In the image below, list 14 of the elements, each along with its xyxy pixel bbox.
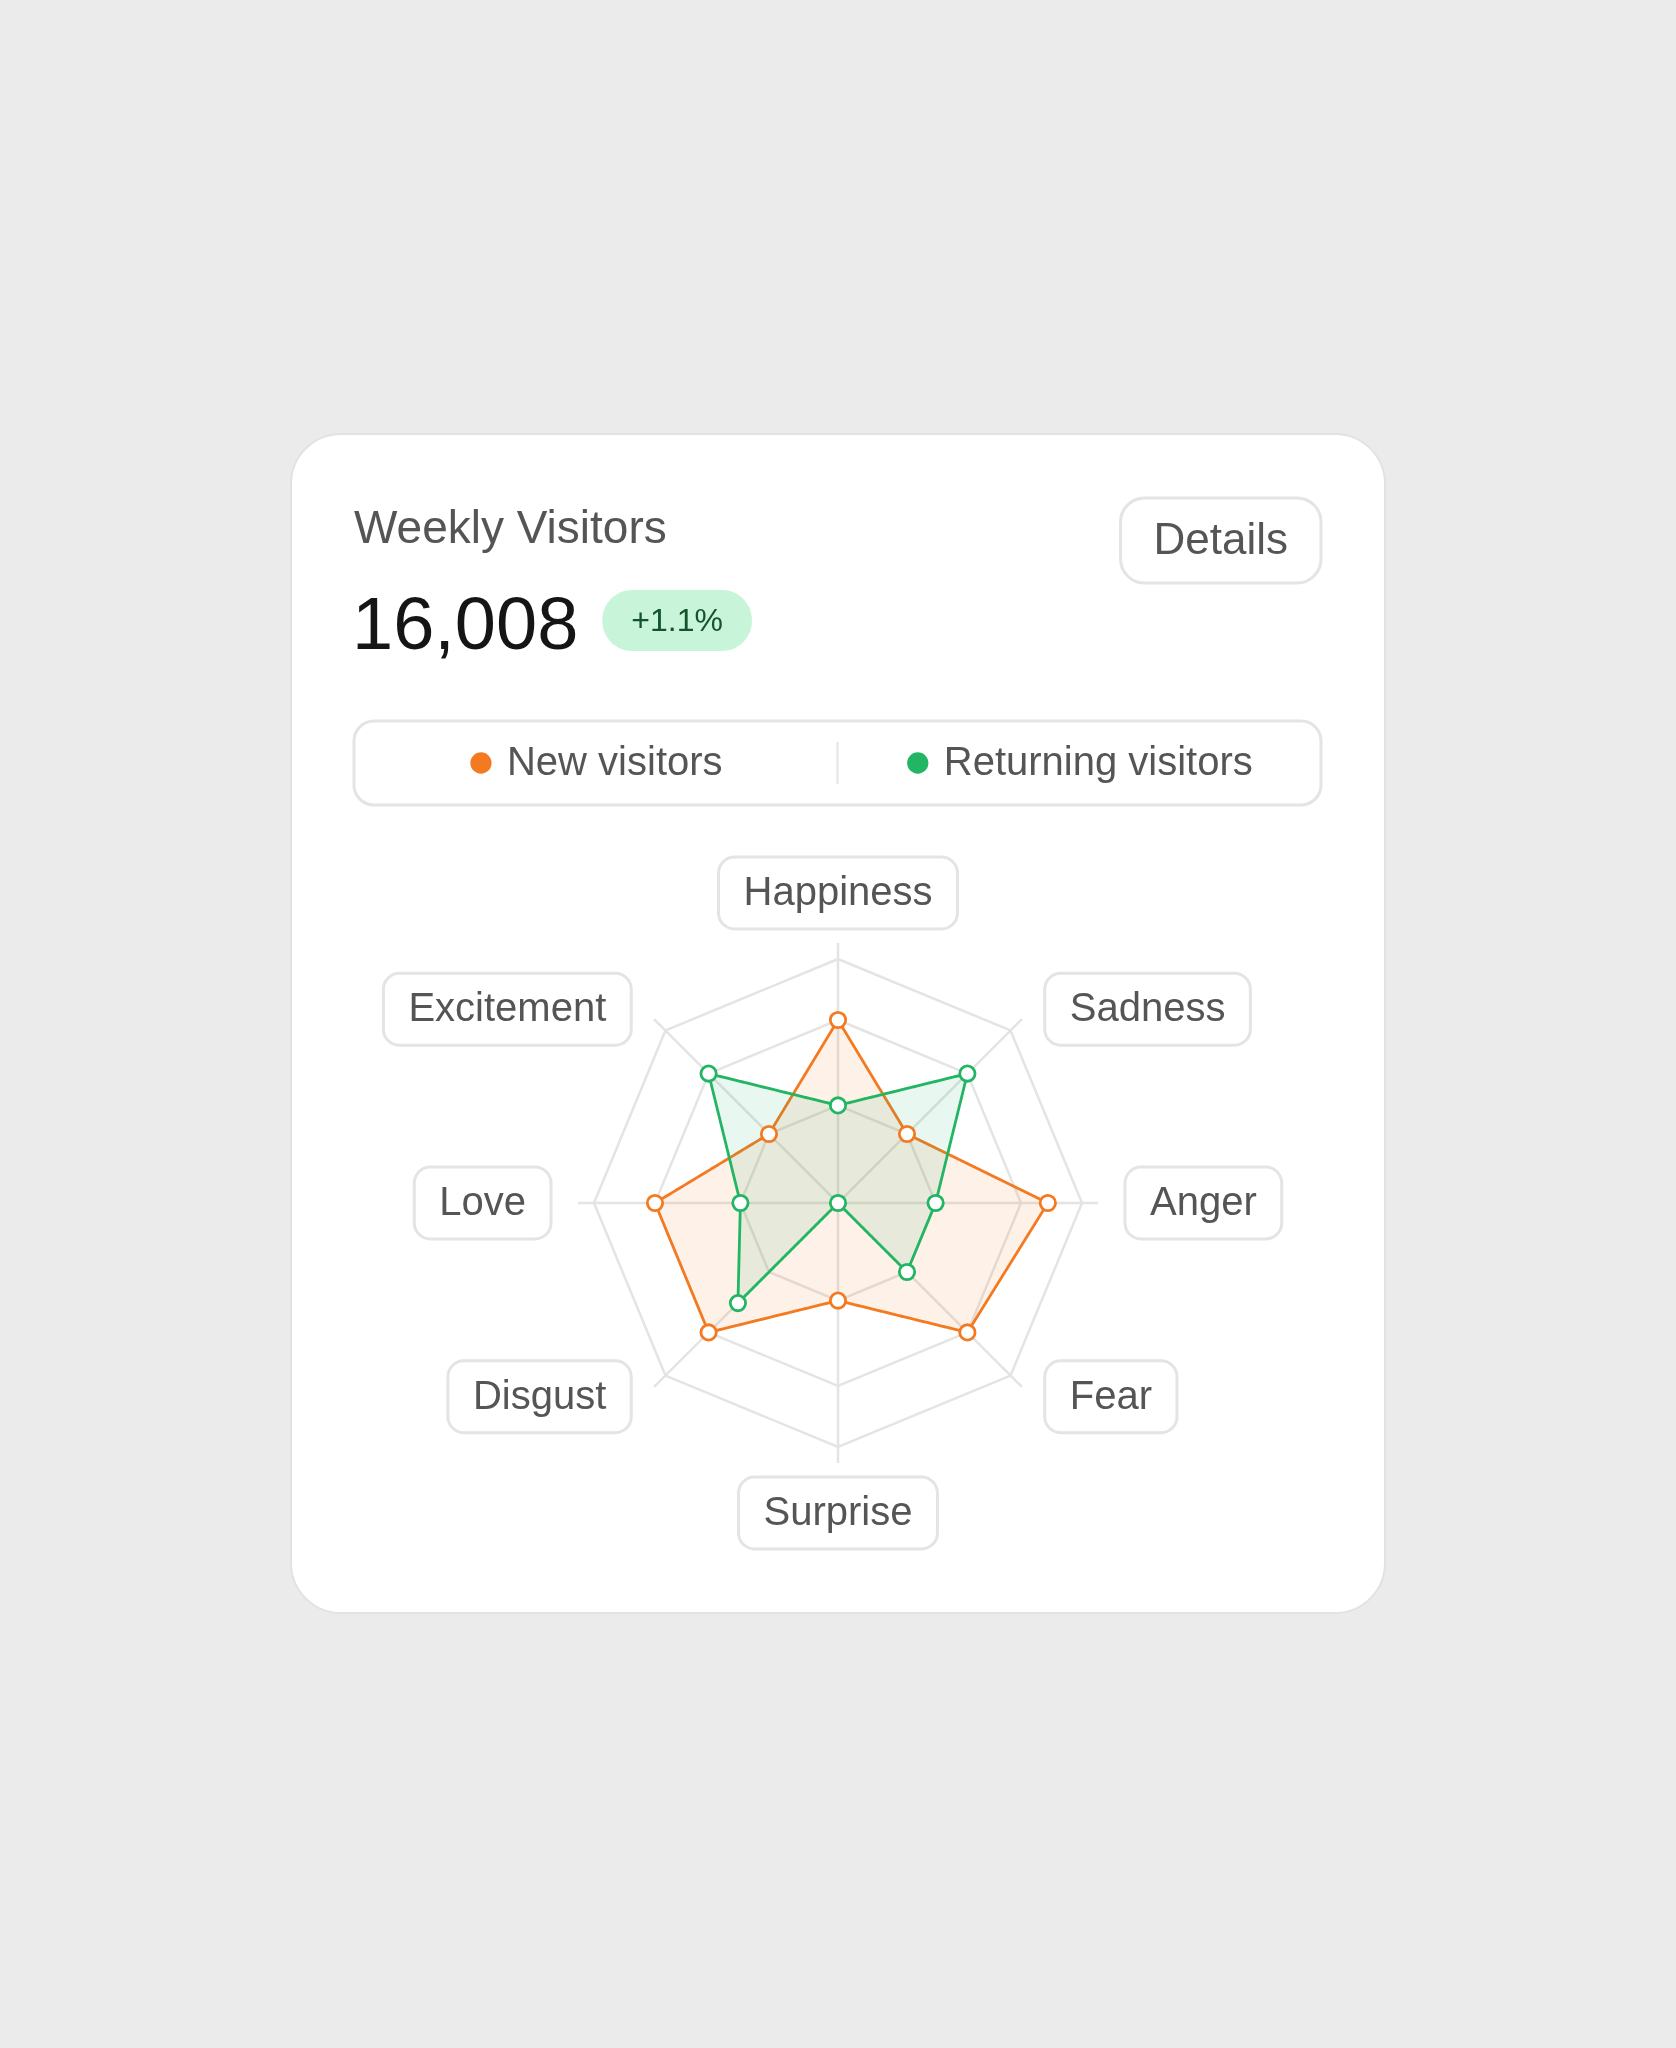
legend-label: Returning visitors	[943, 739, 1253, 783]
text: Details	[1153, 514, 1289, 563]
spoke-label: Disgust	[472, 1372, 607, 1417]
text: 16,008	[352, 582, 579, 665]
spoke-label: Sadness	[1069, 985, 1226, 1030]
legend-label: New visitors	[506, 739, 723, 783]
spoke-label: Love	[439, 1179, 527, 1223]
text: +1.1%	[631, 602, 723, 638]
spoke-label: Anger	[1149, 1179, 1257, 1223]
spoke-label: Excitement	[408, 985, 607, 1030]
spoke-label: Fear	[1069, 1372, 1152, 1417]
chart-title: Weekly Visitors	[354, 501, 667, 553]
spoke-label: Surprise	[763, 1489, 913, 1533]
spoke-label: Happiness	[743, 869, 933, 913]
